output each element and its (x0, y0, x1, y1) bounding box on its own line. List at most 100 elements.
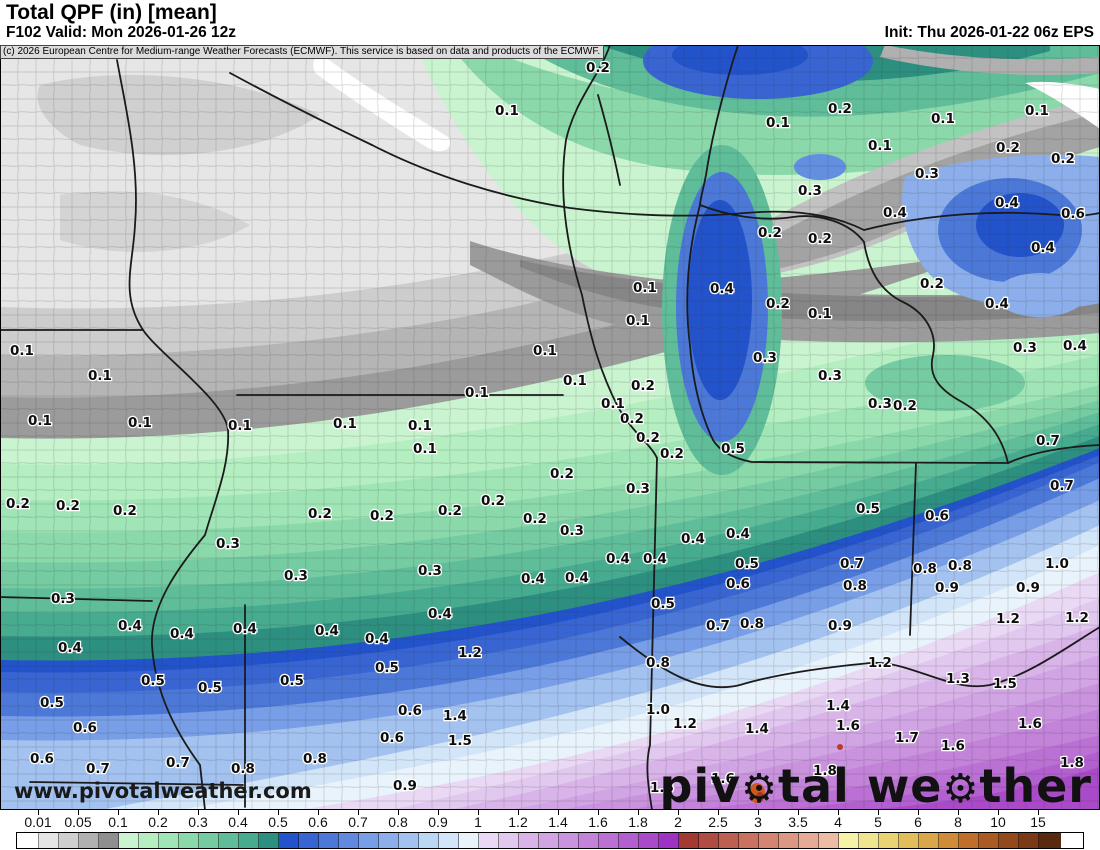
color-scale-cell (559, 833, 579, 848)
contour-value-label: 0.1 (413, 441, 437, 457)
color-scale-cell (459, 833, 479, 848)
contour-value-label: 0.1 (228, 418, 252, 434)
legend-value: 1.4 (548, 814, 568, 830)
color-scale-cell (319, 833, 339, 848)
contour-value-label: 0.7 (86, 761, 110, 777)
contour-value-label: 0.2 (523, 511, 547, 527)
color-scale-cell (17, 833, 39, 848)
color-scale-cell (979, 833, 999, 848)
color-scale-cell (839, 833, 859, 848)
color-scale-cell (79, 833, 99, 848)
contour-value-label: 1.2 (673, 716, 697, 732)
contour-value-label: 0.7 (1050, 478, 1074, 494)
contour-value-label: 0.5 (856, 501, 880, 517)
color-scale-cell (919, 833, 939, 848)
county-lines-texture (0, 45, 1100, 810)
color-scale-cell (999, 833, 1019, 848)
state-borders (0, 45, 1100, 810)
color-scale-cell (39, 833, 59, 848)
contour-value-label: 0.2 (636, 430, 660, 446)
contour-value-label: 0.1 (333, 416, 357, 432)
color-scale-cell (819, 833, 839, 848)
contour-value-label: 0.1 (533, 343, 557, 359)
contour-value-label: 1.6 (711, 771, 735, 787)
contour-value-label: 0.1 (931, 111, 955, 127)
gear-icon: ⚙ (741, 766, 778, 810)
init-time-label: Init: Thu 2026-01-22 06z EPS (884, 24, 1094, 41)
color-scale-bar (16, 832, 1084, 849)
legend-value: 8 (954, 814, 962, 830)
color-scale-cell (719, 833, 739, 848)
contour-value-label: 0.4 (995, 195, 1019, 211)
color-scale-cell (879, 833, 899, 848)
contour-value-label: 0.4 (883, 205, 907, 221)
contour-value-label: 0.9 (1016, 580, 1040, 596)
contour-value-label: 0.1 (633, 280, 657, 296)
legend-value: 6 (914, 814, 922, 830)
legend-value: 0.6 (308, 814, 328, 830)
color-scale-cell (659, 833, 679, 848)
contour-value-label: 0.8 (913, 561, 937, 577)
legend-value: 2 (674, 814, 682, 830)
contour-value-label: 1.8 (813, 763, 837, 779)
legend-value: 0.9 (428, 814, 448, 830)
legend-value: 0.1 (108, 814, 128, 830)
legend-value: 5 (874, 814, 882, 830)
color-scale-cell (1039, 833, 1061, 848)
contour-value-label: 0.3 (868, 396, 892, 412)
contour-value-label: 1.2 (458, 645, 482, 661)
contour-value-label: 0.2 (6, 496, 30, 512)
contour-value-label: 0.6 (398, 703, 422, 719)
contour-value-label: 0.1 (868, 138, 892, 154)
contour-value-label: 0.2 (758, 225, 782, 241)
contour-labels: 0.2 0.2 0.1 0.1 0.1 0.1 0.2 0.2 0.3 0.3 0.4 0.4 0.6 0… (5, 59, 1091, 798)
color-scale-cell (139, 833, 159, 848)
contour-value-label: 0.9 (828, 618, 852, 634)
color-scale-cell (499, 833, 519, 848)
contour-value-label: 0.4 (315, 623, 339, 639)
color-scale-cell (959, 833, 979, 848)
contour-value-label: 0.4 (521, 571, 545, 587)
valid-time-label: F102 Valid: Mon 2026-01-26 12z (6, 24, 237, 41)
legend-value: 0.3 (188, 814, 208, 830)
contour-value-label: 0.4 (710, 281, 734, 297)
contour-value-label: 1.5 (993, 676, 1017, 692)
color-scale-cell (399, 833, 419, 848)
contour-value-label: 0.3 (626, 481, 650, 497)
contour-value-label: 0.1 (626, 313, 650, 329)
contour-value-label: 0.3 (560, 523, 584, 539)
contour-value-label: 0.2 (808, 231, 832, 247)
legend-value: 2.5 (708, 814, 728, 830)
contour-value-label: 0.2 (481, 493, 505, 509)
legend-value: 4 (834, 814, 842, 830)
contour-value-label: 0.1 (495, 103, 519, 119)
color-scale-cell (219, 833, 239, 848)
contour-value-label: 0.1 (1025, 103, 1049, 119)
contour-value-label: 0.4 (681, 531, 705, 547)
contour-value-label: 0.3 (216, 536, 240, 552)
legend-value: 1.6 (588, 814, 608, 830)
contour-value-label: 0.2 (438, 503, 462, 519)
color-scale-cell (519, 833, 539, 848)
contour-value-label: 0.7 (840, 556, 864, 572)
color-scale-cell (239, 833, 259, 848)
contour-value-label: 0.3 (51, 591, 75, 607)
contour-value-label: 0.4 (233, 621, 257, 637)
contour-value-label: 0.8 (740, 616, 764, 632)
legend-value: 3 (754, 814, 762, 830)
contour-value-label: 0.2 (370, 508, 394, 524)
contour-value-label: 0.4 (428, 606, 452, 622)
contour-value-label: 1.5 (448, 733, 472, 749)
color-scale-cell (799, 833, 819, 848)
contour-value-label: 1.7 (895, 730, 919, 746)
contour-value-label: 0.6 (726, 576, 750, 592)
contour-value-label: 1.6 (1018, 716, 1042, 732)
color-scale-cell (619, 833, 639, 848)
contour-value-label: 0.7 (166, 755, 190, 771)
contour-value-label: 0.1 (563, 373, 587, 389)
color-scale-cell (579, 833, 599, 848)
watermark-url: www.pivotalweather.com (14, 779, 312, 803)
contour-value-label: 0.4 (606, 551, 630, 567)
contour-value-label: 1.0 (646, 702, 670, 718)
